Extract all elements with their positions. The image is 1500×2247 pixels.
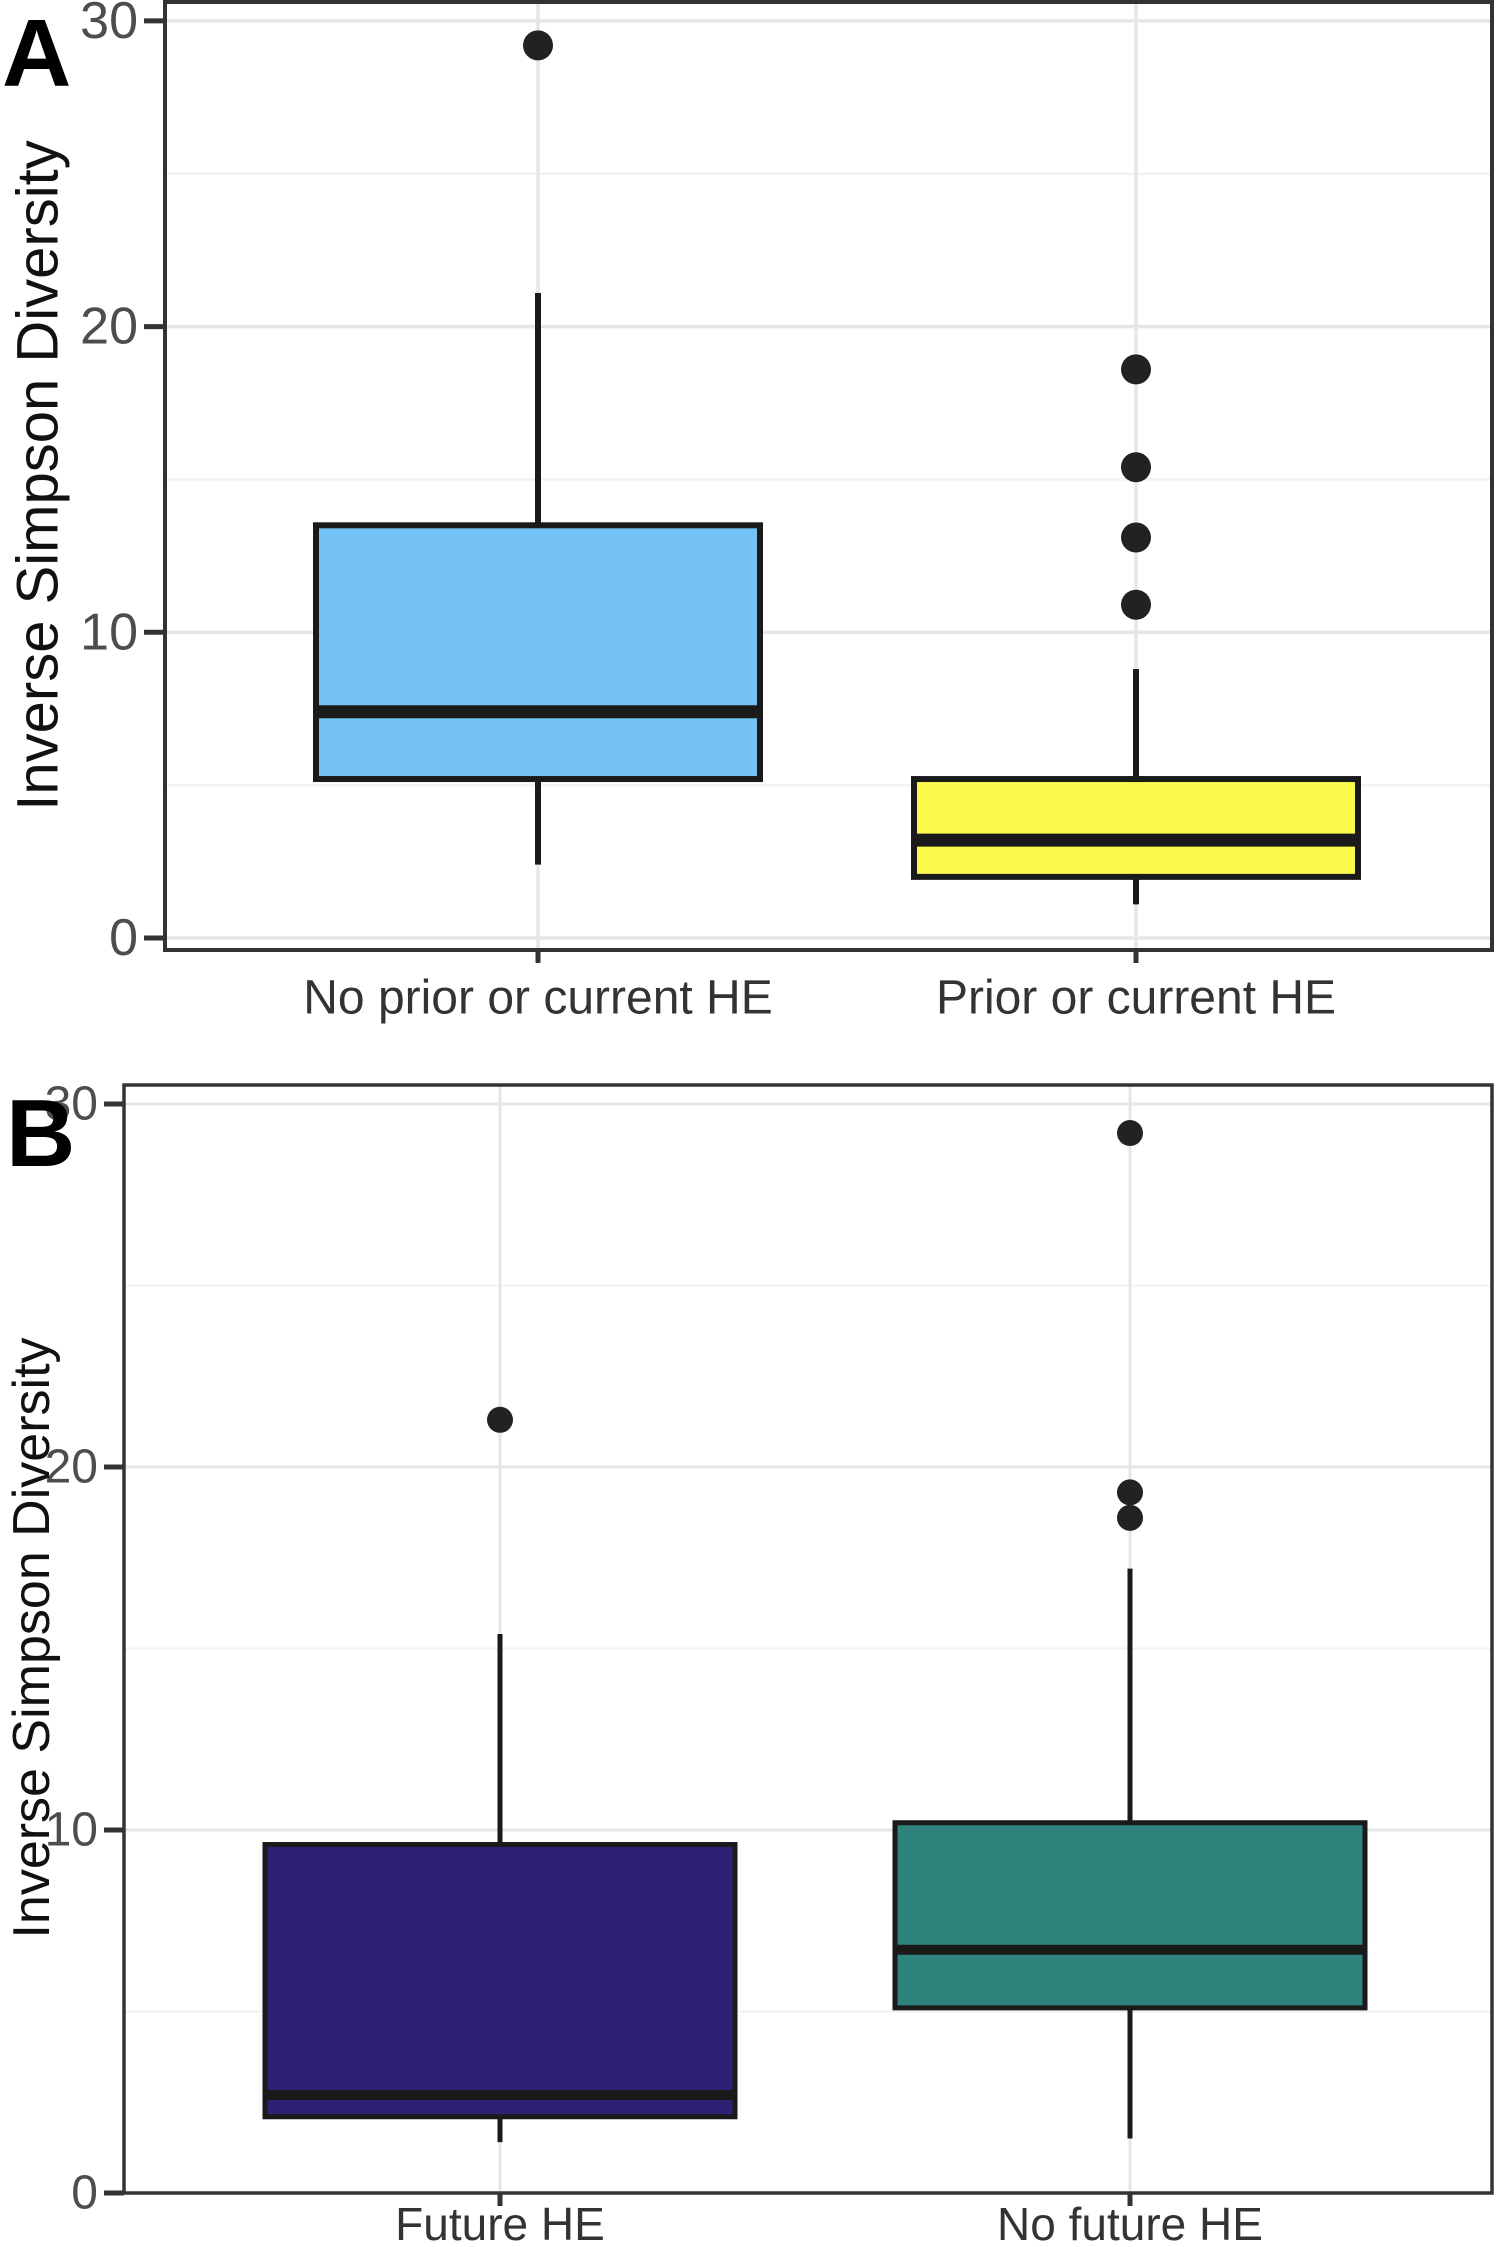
panel-b-chart: 0 10 20 30 xyxy=(45,1078,1494,2220)
y-tick-label: 0 xyxy=(109,909,138,967)
panel-a-label: A xyxy=(2,0,72,107)
y-tick-label: 30 xyxy=(80,0,138,50)
iqr-box xyxy=(313,522,763,783)
panel-a-y-axis-title: Inverse Simpson Diversity xyxy=(5,140,71,811)
outlier-dot xyxy=(1121,589,1151,620)
y-tick-label: 30 xyxy=(45,1078,98,1131)
outlier-dot xyxy=(1121,522,1151,553)
outlier-dot xyxy=(1117,1504,1143,1531)
y-tick-label: 20 xyxy=(80,298,138,356)
panel-b-label: B xyxy=(6,1080,76,1187)
panel-a-category-label-2: Prior or current HE xyxy=(935,971,1337,1025)
outlier-dot xyxy=(1121,452,1151,483)
panel-a-chart: 0 10 20 30 xyxy=(80,0,1494,967)
outlier-dot xyxy=(1117,1120,1143,1147)
y-tick-label: 20 xyxy=(45,1441,98,1494)
boxplot-1 xyxy=(262,1406,738,2143)
outlier-dot xyxy=(487,1406,513,1433)
iqr-box xyxy=(262,1842,738,2120)
boxplot-1 xyxy=(313,30,763,865)
panel-border xyxy=(163,0,1494,952)
iqr-box xyxy=(911,776,1361,880)
boxplot-2 xyxy=(911,354,1361,905)
outlier-dot xyxy=(1117,1479,1143,1506)
outlier-dot xyxy=(1121,354,1151,385)
y-tick-label: 10 xyxy=(45,1804,98,1857)
panel-a-category-label-1: No prior or current HE xyxy=(303,971,773,1025)
panel-b-y-axis-title: Inverse Simpson Diversity xyxy=(3,1337,61,1939)
panel-b-category-label-2: No future HE xyxy=(997,2198,1263,2247)
y-tick-label: 10 xyxy=(80,603,138,661)
panel-b-category-label-1: Future HE xyxy=(395,2198,605,2247)
boxplot-2 xyxy=(892,1120,1368,2139)
iqr-box xyxy=(892,1820,1368,2011)
y-tick-label: 0 xyxy=(71,2167,98,2220)
outlier-dot xyxy=(523,30,553,61)
panel-border xyxy=(122,1083,1494,2195)
